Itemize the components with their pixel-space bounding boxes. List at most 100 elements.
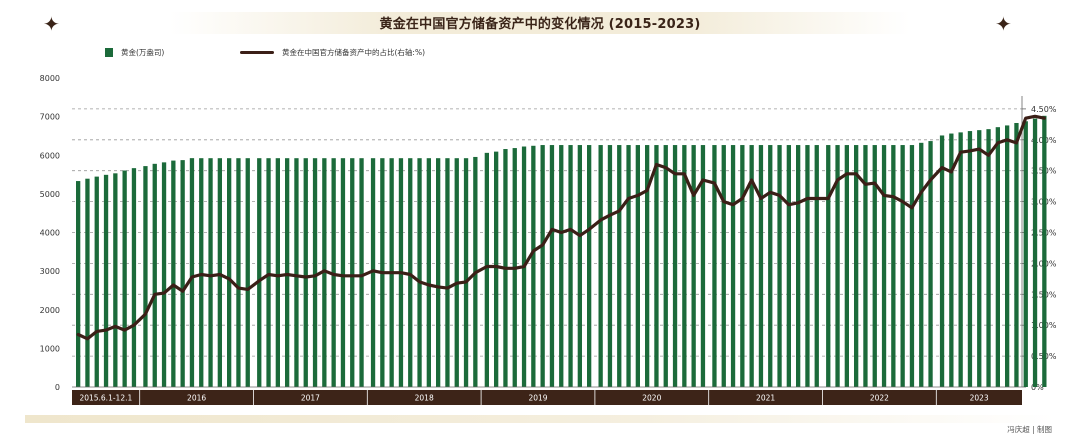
legend-share-line: 黄金在中国官方储备资产中的占比(右轴:%) bbox=[240, 47, 425, 58]
gold-bar bbox=[1032, 118, 1038, 388]
left-tick-label: 3000 bbox=[40, 267, 60, 276]
gold-bar bbox=[607, 145, 613, 387]
left-tick-label: 8000 bbox=[40, 74, 60, 83]
gold-bar bbox=[559, 145, 564, 387]
credit-text: 冯庆超 | 制图 bbox=[1007, 425, 1052, 434]
gold-bar bbox=[814, 145, 819, 387]
gold-bar bbox=[1023, 121, 1028, 387]
gold-bar bbox=[958, 132, 963, 387]
right-tick-label: 4.50% bbox=[1031, 105, 1057, 114]
gold-bar bbox=[227, 158, 232, 387]
period-band-segment bbox=[481, 390, 595, 405]
gold-bar bbox=[777, 145, 782, 387]
gold-bar bbox=[826, 145, 831, 387]
gold-bar bbox=[663, 145, 668, 387]
left-tick-label: 6000 bbox=[40, 151, 60, 160]
gold-bar bbox=[1005, 125, 1010, 387]
period-label: 2015.6.1-12.1 bbox=[79, 394, 132, 403]
gold-bar bbox=[740, 145, 745, 387]
gold-bar bbox=[682, 145, 687, 387]
legend-line-label: 黄金在中国官方储备资产中的占比(右轴:%) bbox=[282, 48, 426, 57]
period-label: 2020 bbox=[642, 394, 661, 403]
gold-bar bbox=[844, 145, 849, 387]
period-band-segment bbox=[594, 390, 709, 405]
gold-bar bbox=[454, 158, 459, 387]
gold-bar bbox=[94, 176, 99, 387]
legend-bar-swatch bbox=[105, 48, 113, 57]
left-tick-label: 5000 bbox=[40, 190, 60, 199]
gold-bar bbox=[967, 131, 973, 387]
period-label: 2023 bbox=[970, 394, 989, 403]
gold-bar bbox=[340, 158, 346, 387]
gold-bar bbox=[654, 145, 659, 387]
period-band-segment bbox=[936, 390, 1022, 405]
gold-bar bbox=[85, 178, 90, 387]
gold-bar bbox=[805, 145, 810, 387]
gold-bar bbox=[568, 145, 573, 387]
gold-share-line bbox=[76, 114, 1046, 341]
gold-bar bbox=[881, 145, 887, 387]
period-label: 2016 bbox=[187, 394, 206, 403]
gold-bar bbox=[758, 145, 764, 387]
left-tick-label: 7000 bbox=[40, 113, 60, 122]
gold-bar bbox=[587, 145, 592, 387]
gold-bar bbox=[143, 166, 148, 387]
gold-bar bbox=[285, 158, 290, 387]
gold-bar bbox=[891, 145, 896, 387]
gold-bar bbox=[949, 133, 954, 387]
gold-bar bbox=[721, 145, 726, 387]
period-band-segment bbox=[367, 390, 482, 405]
gold-bar bbox=[577, 145, 582, 387]
period-label: 2021 bbox=[756, 394, 775, 403]
gold-bar bbox=[617, 145, 622, 387]
left-star-icon: ✦ bbox=[43, 12, 60, 36]
left-tick-label: 4000 bbox=[40, 229, 60, 238]
legend-bar-label: 黄金(万盎司) bbox=[121, 48, 165, 57]
gold-bar bbox=[426, 158, 431, 387]
gold-bar bbox=[236, 158, 241, 387]
period-label: 2019 bbox=[528, 394, 547, 403]
gold-bar bbox=[113, 173, 118, 387]
gold-bar bbox=[76, 181, 81, 387]
legend-line-swatch bbox=[240, 51, 274, 54]
gold-bar bbox=[863, 145, 868, 387]
gold-bar bbox=[161, 162, 167, 387]
gold-bar bbox=[1014, 122, 1019, 388]
gold-bar bbox=[872, 145, 877, 387]
gold-bar bbox=[199, 158, 204, 387]
period-band-segment bbox=[72, 390, 140, 405]
gold-bar bbox=[928, 141, 933, 387]
gold-bar bbox=[131, 168, 137, 387]
gold-bar bbox=[531, 145, 536, 387]
gold-bar bbox=[1042, 115, 1047, 387]
gold-bar bbox=[598, 145, 603, 387]
gold-bar bbox=[730, 145, 736, 387]
left-tick-label: 1000 bbox=[40, 344, 60, 353]
gold-bar bbox=[436, 158, 441, 387]
gold-bar bbox=[909, 145, 915, 387]
gold-bar bbox=[796, 145, 801, 387]
gold-bar bbox=[445, 158, 450, 387]
gold-bar bbox=[768, 145, 773, 387]
gold-bar bbox=[408, 158, 413, 387]
gold-bar bbox=[786, 145, 791, 387]
gold-bar bbox=[484, 152, 489, 387]
gold-bar bbox=[189, 158, 195, 387]
gold-bar bbox=[266, 158, 271, 387]
gold-bar bbox=[103, 174, 109, 387]
gold-bar bbox=[180, 160, 185, 387]
left-tick-label: 2000 bbox=[40, 306, 60, 315]
gold-bar bbox=[122, 170, 127, 387]
gold-bar bbox=[986, 129, 991, 387]
period-band-segment bbox=[139, 390, 254, 405]
bottom-band bbox=[25, 415, 1055, 423]
period-band-segment bbox=[708, 390, 823, 405]
gold-bar bbox=[171, 160, 176, 387]
gold-bar bbox=[294, 158, 299, 387]
gold-bar bbox=[331, 158, 336, 387]
right-tick-label: 0% bbox=[1031, 383, 1044, 392]
gold-bar bbox=[417, 158, 422, 387]
gold-bar bbox=[303, 158, 308, 387]
gold-bar bbox=[672, 145, 678, 387]
gold-bar bbox=[370, 158, 376, 387]
